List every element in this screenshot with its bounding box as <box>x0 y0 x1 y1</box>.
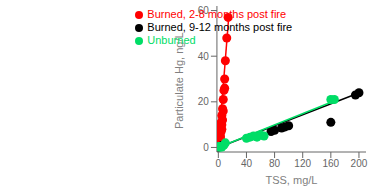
svg-text:40: 40 <box>198 51 210 62</box>
svg-text:20: 20 <box>198 96 210 107</box>
svg-text:0: 0 <box>216 158 222 169</box>
svg-text:80: 80 <box>269 158 281 169</box>
svg-text:200: 200 <box>351 158 368 169</box>
svg-text:160: 160 <box>322 158 339 169</box>
svg-text:60: 60 <box>198 5 210 16</box>
svg-text:TSS, mg/L: TSS, mg/L <box>265 174 317 186</box>
svg-text:0: 0 <box>203 142 209 153</box>
svg-text:Particulate Hg, ng/L: Particulate Hg, ng/L <box>173 32 185 129</box>
svg-text:120: 120 <box>294 158 311 169</box>
svg-text:40: 40 <box>241 158 253 169</box>
